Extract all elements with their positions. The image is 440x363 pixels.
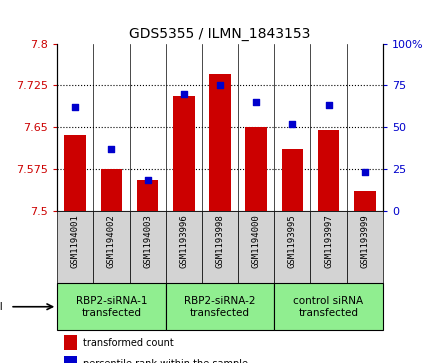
Bar [101,169,122,211]
Text: percentile rank within the sample: percentile rank within the sample [83,359,248,363]
Point [108,146,115,152]
Bar [246,127,267,211]
Bar [318,130,339,211]
Title: GDS5355 / ILMN_1843153: GDS5355 / ILMN_1843153 [129,27,311,41]
Bar [354,191,376,211]
Text: GSM1194002: GSM1194002 [107,214,116,268]
Text: GSM1193999: GSM1193999 [360,214,369,268]
Text: GSM1194001: GSM1194001 [71,214,80,268]
Text: GSM1193995: GSM1193995 [288,214,297,268]
Bar [282,149,303,211]
Bar [57,211,93,283]
Point [325,102,332,108]
Text: RBP2-siRNA-1
transfected: RBP2-siRNA-1 transfected [76,296,147,318]
Text: GSM1193997: GSM1193997 [324,214,333,268]
Bar [93,211,129,283]
Text: GSM1194000: GSM1194000 [252,214,260,268]
Bar [173,97,194,211]
Bar [238,211,274,283]
Bar [209,74,231,211]
Bar [347,211,383,283]
Bar [274,283,383,330]
Point [144,178,151,183]
Text: GSM1193996: GSM1193996 [180,214,188,268]
Bar [57,283,166,330]
Point [180,91,187,97]
Text: RBP2-siRNA-2
transfected: RBP2-siRNA-2 transfected [184,296,256,318]
Bar [137,180,158,211]
Bar [64,135,86,211]
Text: protocol: protocol [0,302,3,312]
Point [216,82,224,88]
Bar [64,356,77,363]
Text: GSM1193998: GSM1193998 [216,214,224,268]
Bar [166,283,274,330]
Point [289,121,296,127]
Text: transformed count: transformed count [83,338,174,347]
Point [361,169,368,175]
Bar [166,211,202,283]
Bar [274,211,311,283]
Point [72,104,79,110]
Bar [311,211,347,283]
Bar [129,211,166,283]
Point [253,99,260,105]
Text: GSM1194003: GSM1194003 [143,214,152,268]
Text: control siRNA
transfected: control siRNA transfected [293,296,363,318]
Bar [64,335,77,350]
Bar [202,211,238,283]
